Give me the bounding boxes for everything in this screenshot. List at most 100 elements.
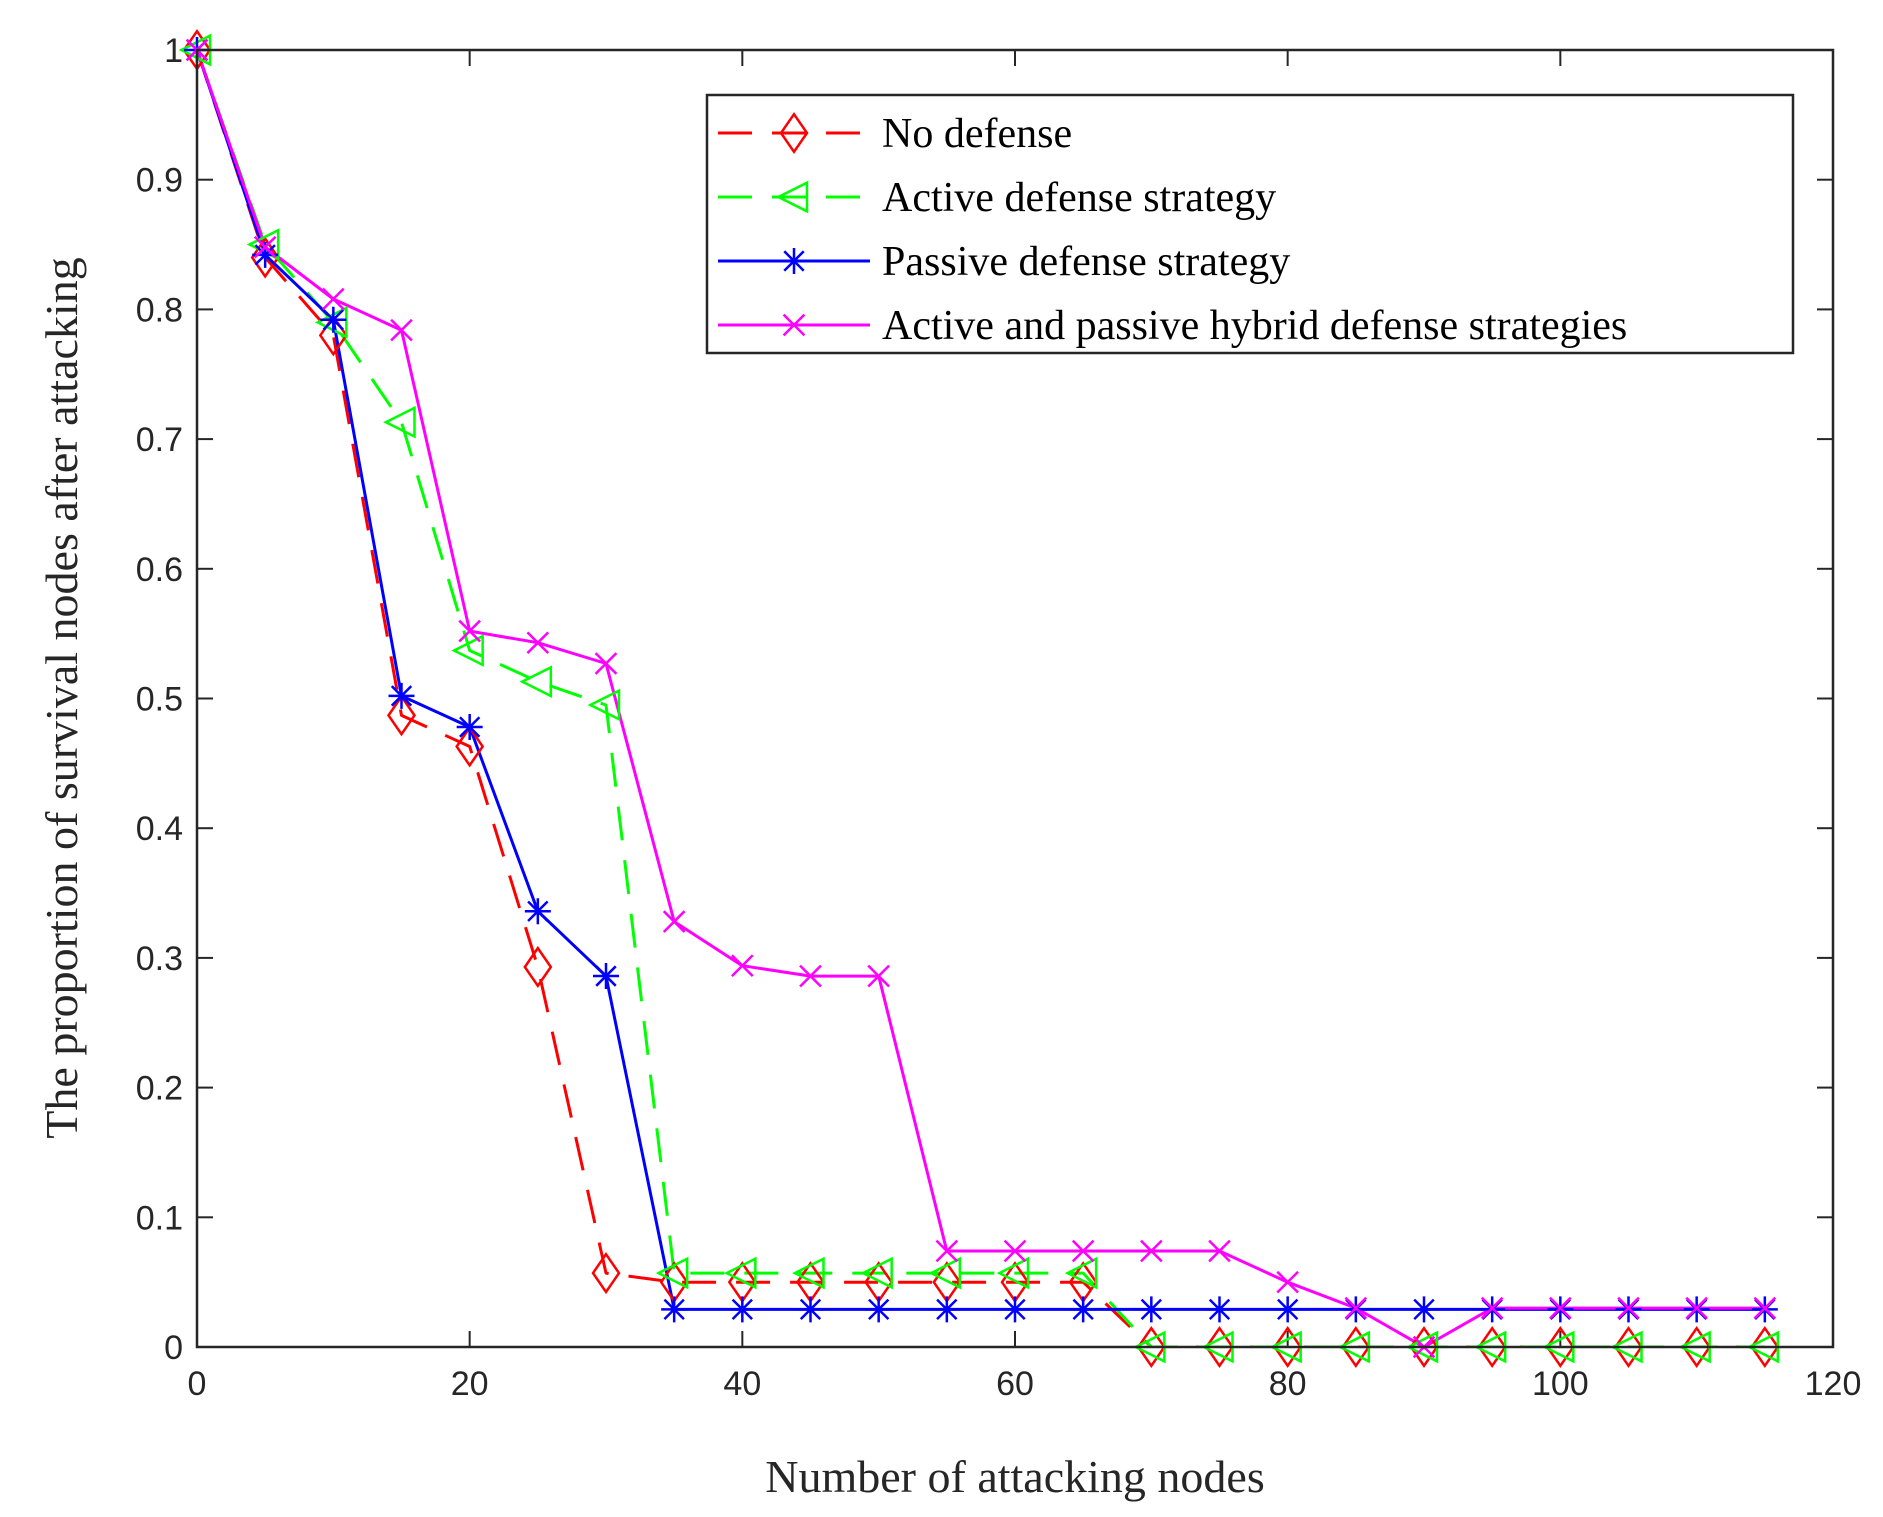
legend-entry-1: No defense (718, 111, 1072, 157)
series-1-point (1545, 1325, 1575, 1369)
series-1-point (1341, 1325, 1371, 1369)
series-1-point (523, 945, 553, 989)
legend-entry-4-label: Active and passive hybrid defense strate… (882, 303, 1627, 349)
series-4-point (458, 619, 481, 643)
x-tick-label: 100 (1532, 1365, 1589, 1403)
x-axis-title: Number of attacking nodes (765, 1451, 1264, 1502)
series-4-point (526, 631, 550, 655)
y-tick-label: 0.9 (136, 162, 183, 200)
series-2-line (197, 50, 1765, 1347)
series-4-point (1480, 1296, 1504, 1320)
legend-entry-3: Passive defense strategy (718, 239, 1290, 285)
series-4-point (322, 287, 345, 311)
series-3-point (1206, 1296, 1233, 1323)
series-4-point (1003, 1239, 1027, 1263)
series-4-point (1685, 1296, 1708, 1320)
legend: No defense Active defense strategy Passive… (705, 93, 1795, 355)
y-tick-label: 0 (164, 1329, 183, 1367)
series-2-point (860, 1256, 893, 1290)
series-1-point (1409, 1325, 1439, 1369)
series-4-point (1549, 1296, 1572, 1320)
series-4-markers (185, 38, 1777, 1359)
series-3-point (1138, 1296, 1165, 1323)
series-2-point (1064, 1256, 1098, 1290)
series-4-point (1140, 1239, 1163, 1263)
x-tick-label: 0 (188, 1365, 207, 1403)
axis-tick-labels: 0 20 40 60 80 100 120 0 0.1 0.2 0.3 0.4 0.5 0.6 0.7 0.8… (136, 32, 1862, 1403)
legend-entry-2-label: Active defense strategy (882, 175, 1276, 221)
y-tick-label: 0.8 (136, 291, 183, 329)
series-3-point (661, 1296, 688, 1323)
series-2-point (655, 1256, 689, 1290)
series-4-point (935, 1239, 959, 1263)
series-3-point (1070, 1296, 1097, 1323)
y-tick-label: 0.1 (136, 1199, 183, 1237)
series-1-line (197, 50, 1765, 1347)
axis-ticks (196, 49, 1834, 1348)
series-4-point (1617, 1296, 1640, 1320)
series-4-point (799, 964, 822, 988)
legend-entry-4: Active and passive hybrid defense strate… (718, 303, 1627, 349)
x-tick-label: 60 (996, 1365, 1034, 1403)
series-4-point (253, 235, 277, 259)
series-1-point (1613, 1325, 1644, 1369)
y-tick-label: 0.7 (136, 421, 183, 459)
series-3-point (1002, 1296, 1028, 1323)
x-tick-label: 80 (1269, 1365, 1307, 1403)
series-4-point (594, 652, 618, 675)
series-1-point (1477, 1325, 1507, 1369)
y-tick-label: 0.4 (136, 810, 183, 848)
y-tick-label: 0.2 (136, 1070, 183, 1108)
series-2-point (246, 228, 280, 261)
y-tick-label: 0.3 (136, 940, 183, 978)
series-3-point (933, 1296, 960, 1323)
series-3-point (1411, 1296, 1437, 1323)
series-1-point (1750, 1325, 1780, 1369)
series-4-line (197, 50, 1765, 1347)
series-3-point (865, 1296, 892, 1323)
series-2-point (519, 665, 553, 698)
series-4-point (1344, 1296, 1368, 1320)
series-1-point (455, 725, 485, 768)
y-tick-label: 0.6 (136, 551, 183, 589)
legend-entry-2-marker (775, 180, 809, 214)
series-3-point (252, 241, 279, 268)
series-1-point (1682, 1325, 1712, 1369)
series-4-point (390, 318, 413, 342)
series-1-point (591, 1252, 621, 1295)
series-2-point (792, 1256, 825, 1290)
series-4-point (731, 954, 754, 977)
legend-entry-3-marker (781, 248, 807, 274)
series-4-point (1753, 1296, 1777, 1320)
x-tick-label: 40 (723, 1365, 761, 1403)
series-4-point (1208, 1239, 1231, 1263)
series-2-point (383, 405, 416, 439)
legend-entry-4-marker (782, 313, 806, 337)
series-3-point (524, 898, 551, 925)
series-4-point (1276, 1270, 1299, 1294)
x-tick-label: 120 (1805, 1365, 1862, 1403)
series-1-point (386, 694, 417, 737)
y-axis-title: The proportion of survival nodes after a… (36, 257, 87, 1138)
series-2-point (587, 688, 621, 722)
series-3-point (1274, 1296, 1301, 1323)
series-2-point (723, 1256, 757, 1290)
series-3-point (729, 1296, 756, 1323)
series-1-point (250, 236, 280, 279)
x-tick-label: 20 (451, 1365, 489, 1403)
y-tick-label: 0.5 (136, 681, 183, 719)
series-4-point (1071, 1239, 1095, 1263)
series-1-point (1273, 1325, 1303, 1369)
series-2-point (314, 306, 348, 339)
series-2-point (928, 1256, 962, 1290)
y-tick-label: 1 (164, 32, 183, 70)
series-4-point (867, 964, 890, 988)
legend-entry-1-marker (779, 111, 809, 155)
plot-frame (195, 48, 1835, 1349)
series-1-point (1136, 1325, 1166, 1369)
series-3-point (388, 682, 415, 709)
series-2-point (996, 1256, 1030, 1290)
series-3-point (593, 963, 619, 990)
series-3-point (320, 306, 347, 333)
